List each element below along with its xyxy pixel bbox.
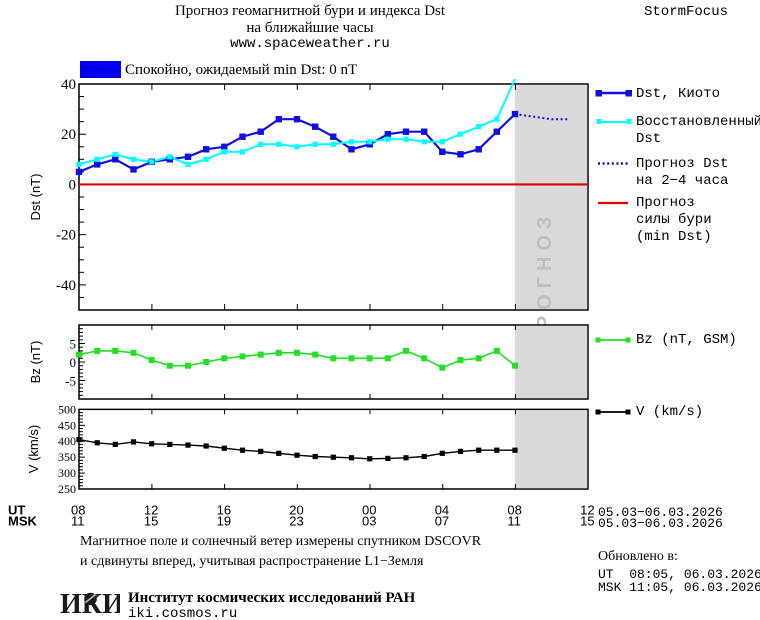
svg-text:15: 15: [580, 513, 594, 528]
svg-text:19: 19: [217, 513, 231, 528]
svg-text:11: 11: [71, 513, 85, 528]
svg-text:23: 23: [289, 513, 303, 528]
svg-text:07: 07: [435, 513, 449, 528]
svg-text:03: 03: [362, 513, 376, 528]
svg-text:15: 15: [144, 513, 158, 528]
svg-text:11: 11: [507, 513, 521, 528]
svg-text:MSK: MSK: [8, 513, 38, 528]
